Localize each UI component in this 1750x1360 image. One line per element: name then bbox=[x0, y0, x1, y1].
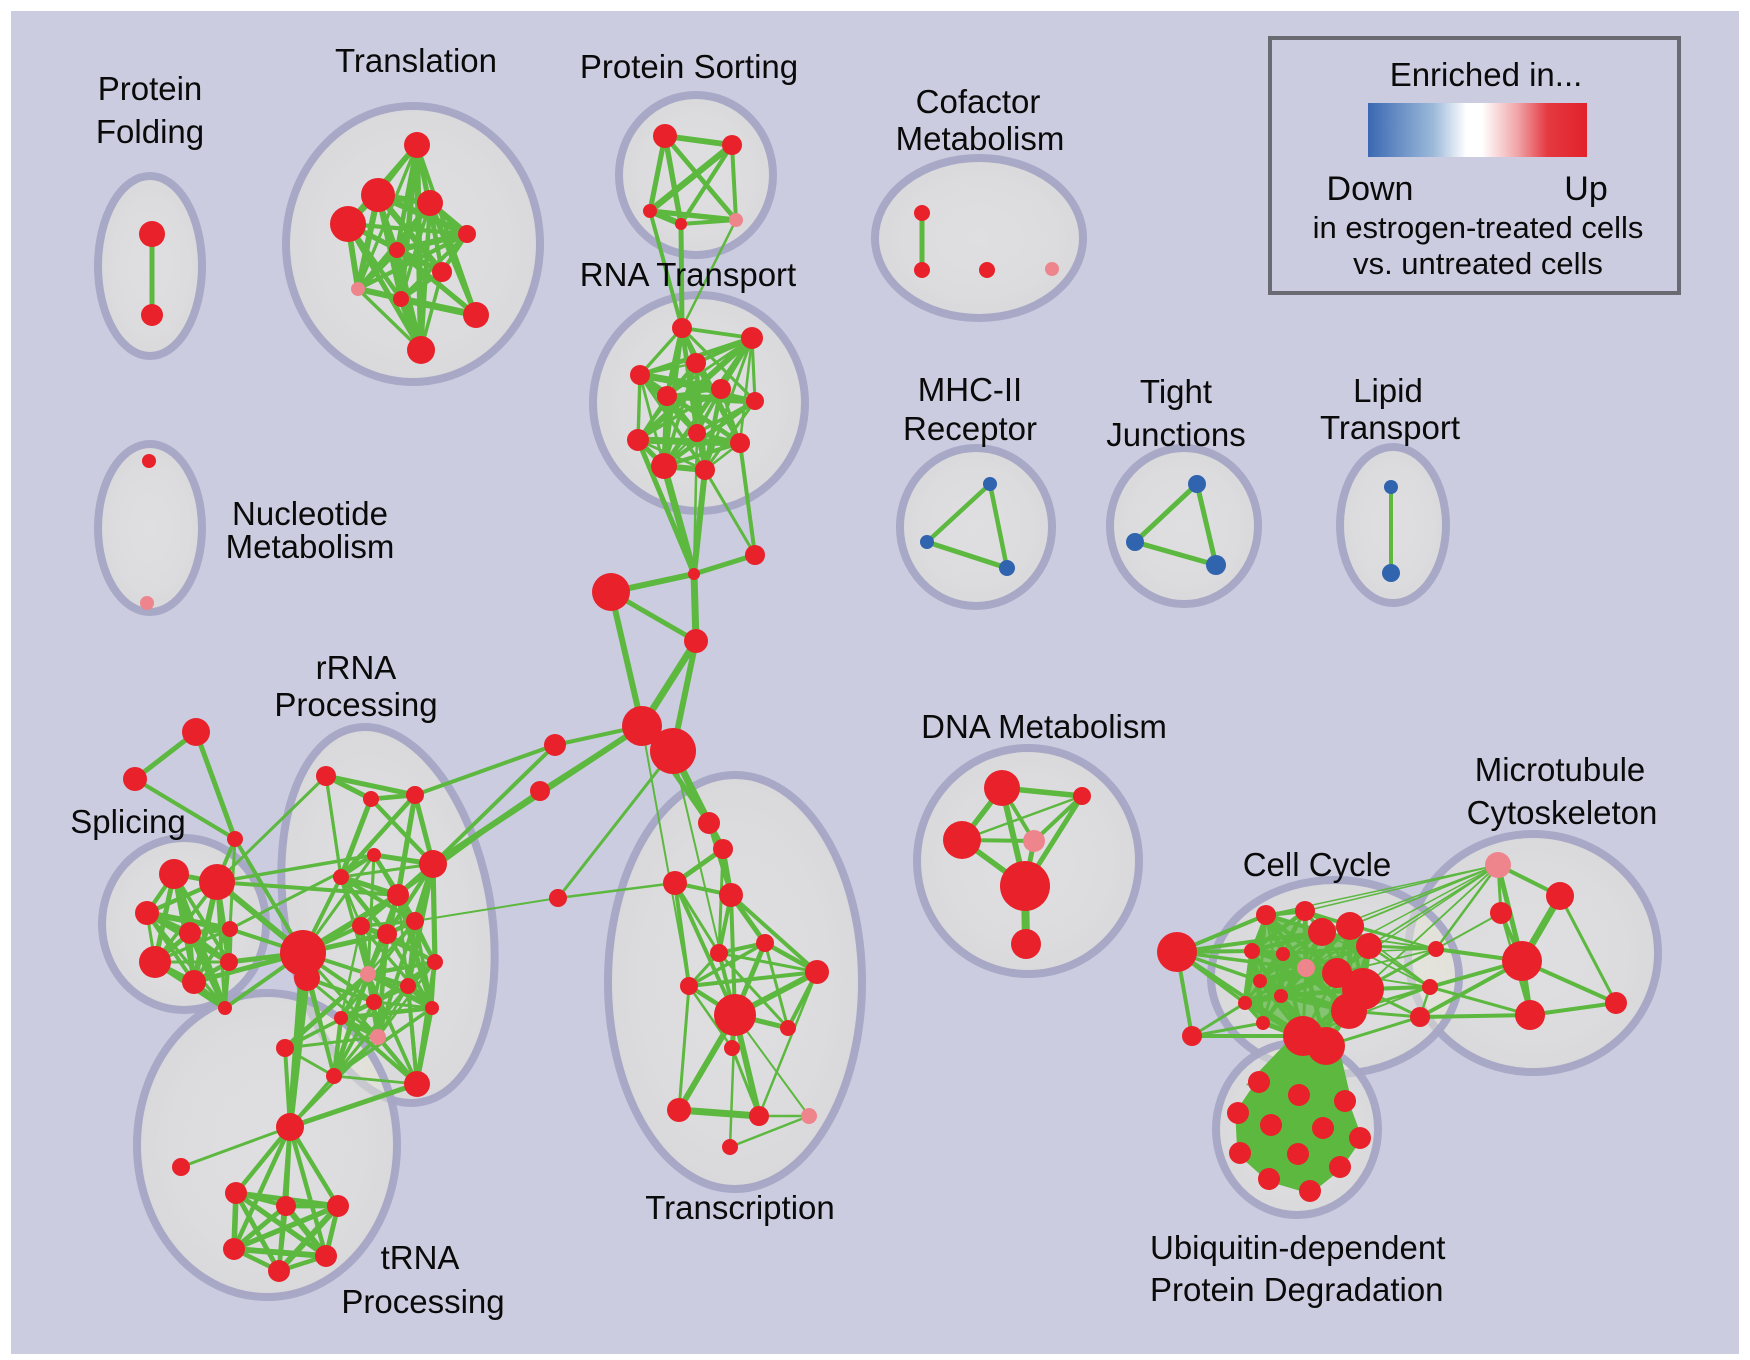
svg-text:DNA Metabolism: DNA Metabolism bbox=[921, 708, 1167, 745]
svg-text:Translation: Translation bbox=[335, 42, 497, 79]
svg-text:Up: Up bbox=[1564, 170, 1607, 208]
svg-text:MHC-II: MHC-II bbox=[918, 371, 1022, 408]
svg-text:Receptor: Receptor bbox=[903, 410, 1037, 447]
svg-text:Metabolism: Metabolism bbox=[226, 528, 395, 565]
svg-text:Protein Degradation: Protein Degradation bbox=[1150, 1271, 1444, 1308]
svg-text:Tight: Tight bbox=[1140, 373, 1212, 410]
svg-text:Splicing: Splicing bbox=[70, 803, 186, 840]
svg-text:Down: Down bbox=[1327, 170, 1414, 208]
svg-text:Processing: Processing bbox=[274, 686, 437, 723]
svg-text:Cytoskeleton: Cytoskeleton bbox=[1467, 794, 1658, 831]
svg-text:Enriched in...: Enriched in... bbox=[1390, 56, 1583, 93]
svg-text:Metabolism: Metabolism bbox=[896, 120, 1065, 157]
svg-text:Cell Cycle: Cell Cycle bbox=[1243, 846, 1392, 883]
svg-text:Microtubule: Microtubule bbox=[1475, 751, 1646, 788]
svg-text:Protein: Protein bbox=[98, 70, 203, 107]
svg-text:Processing: Processing bbox=[341, 1283, 504, 1320]
svg-text:Folding: Folding bbox=[96, 113, 204, 150]
svg-text:RNA Transport: RNA Transport bbox=[580, 256, 796, 293]
svg-text:Lipid: Lipid bbox=[1353, 372, 1423, 409]
svg-text:Transport: Transport bbox=[1320, 409, 1460, 446]
svg-text:in estrogen-treated cells: in estrogen-treated cells bbox=[1313, 210, 1644, 245]
svg-text:Transcription: Transcription bbox=[645, 1189, 835, 1226]
svg-text:Ubiquitin-dependent: Ubiquitin-dependent bbox=[1150, 1229, 1445, 1266]
svg-text:vs. untreated cells: vs. untreated cells bbox=[1353, 246, 1603, 281]
svg-text:tRNA: tRNA bbox=[381, 1239, 460, 1276]
svg-text:Cofactor: Cofactor bbox=[916, 83, 1041, 120]
svg-text:rRNA: rRNA bbox=[316, 649, 397, 686]
svg-text:Protein Sorting: Protein Sorting bbox=[580, 48, 798, 85]
svg-text:Nucleotide: Nucleotide bbox=[232, 495, 388, 532]
svg-text:Junctions: Junctions bbox=[1106, 416, 1245, 453]
